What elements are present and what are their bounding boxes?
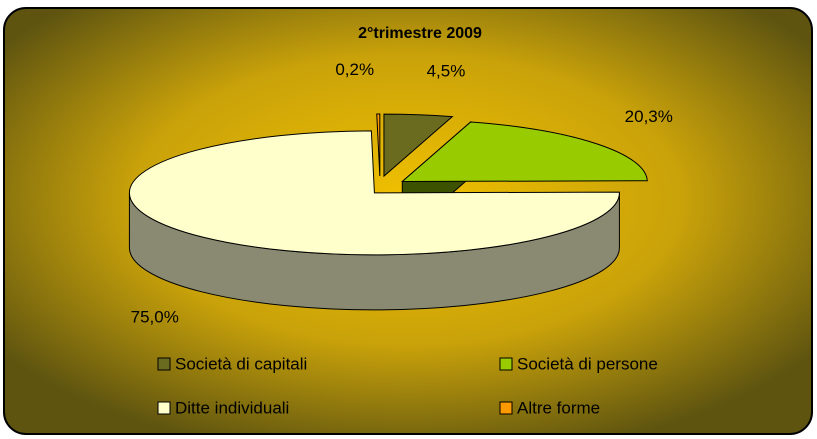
pie-slice xyxy=(128,130,620,256)
legend-label: Altre forme xyxy=(517,398,600,417)
chart-title: 2°trimestre 2009 xyxy=(358,25,482,42)
pie-slice xyxy=(400,121,648,183)
legend-swatch xyxy=(499,401,513,415)
data-label: 0,2% xyxy=(335,60,374,79)
pie-slice xyxy=(383,113,454,178)
pie xyxy=(128,113,648,311)
legend-swatch xyxy=(157,357,171,371)
legend-label: Società di capitali xyxy=(175,354,307,373)
legend-swatch xyxy=(499,357,513,371)
data-label: 75,0% xyxy=(131,307,179,326)
legend-label: Ditte individuali xyxy=(175,398,289,417)
legend-label: Società di persone xyxy=(517,354,658,373)
pie-slice xyxy=(376,113,381,177)
legend-swatch xyxy=(157,401,171,415)
data-label: 20,3% xyxy=(625,107,673,126)
data-label: 4,5% xyxy=(427,61,466,80)
